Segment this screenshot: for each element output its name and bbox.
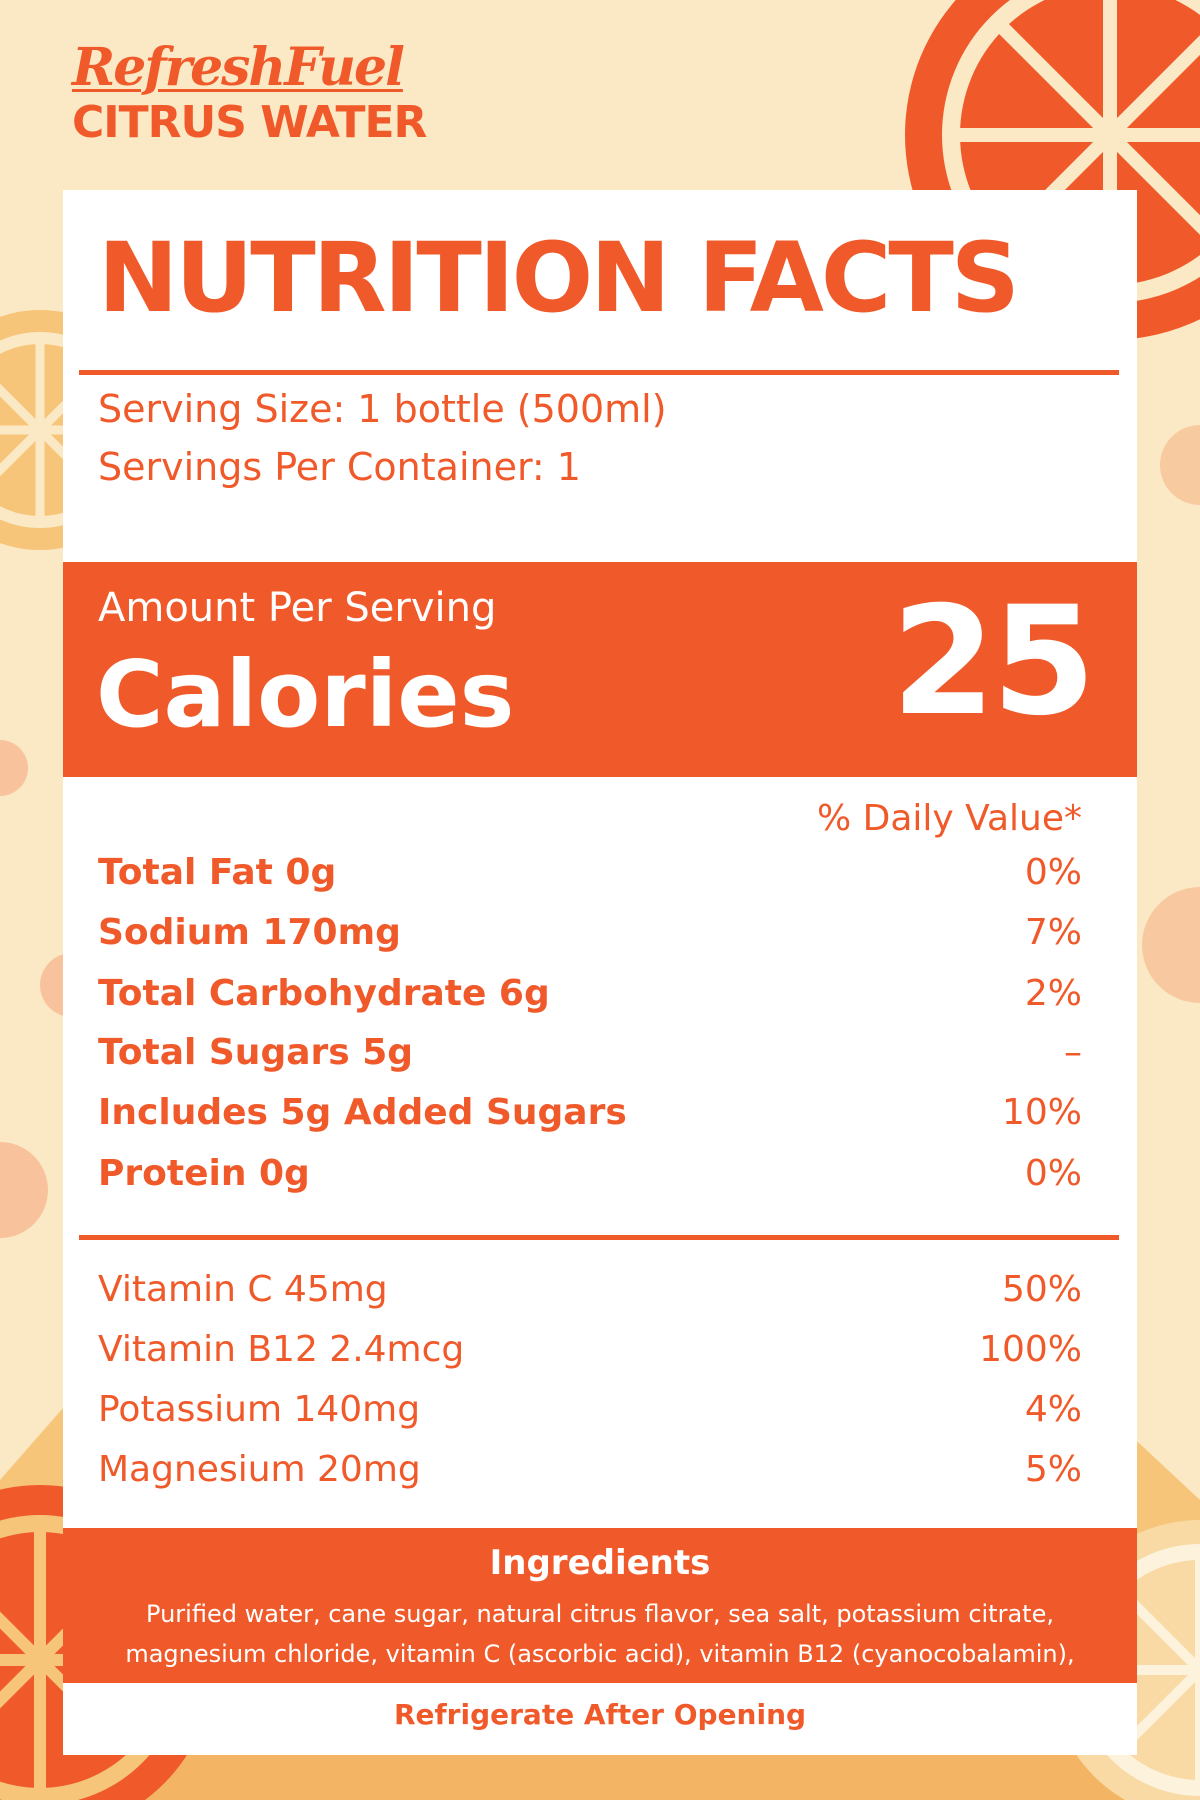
- nutrient-row: Total Fat 0g 0%: [98, 844, 1082, 900]
- nutrient-name: Total Carbohydrate 6g: [98, 972, 550, 1014]
- vitamin-dv: 5%: [1024, 1448, 1082, 1490]
- daily-value-header: % Daily Value*: [816, 798, 1082, 839]
- vitamin-row: Potassium 140mg 4%: [98, 1381, 1082, 1437]
- vitamin-dv: 4%: [1024, 1388, 1082, 1430]
- servings-per-container: Servings Per Container: 1: [98, 445, 581, 489]
- nutrient-name: Includes 5g Added Sugars: [98, 1091, 627, 1133]
- nutrient-dv: 2%: [1024, 972, 1082, 1014]
- nutrient-dv: 7%: [1024, 911, 1082, 953]
- divider: [79, 370, 1119, 375]
- nutrient-name: Total Fat 0g: [98, 851, 337, 893]
- ingredients-section: Ingredients Purified water, cane sugar, …: [63, 1528, 1137, 1708]
- vitamin-name: Vitamin C 45mg: [98, 1268, 388, 1310]
- vitamin-row: Vitamin C 45mg 50%: [98, 1261, 1082, 1317]
- nutrient-row: Sodium 170mg 7%: [98, 904, 1082, 960]
- nutrient-dv: 0%: [1024, 1152, 1082, 1194]
- vitamin-name: Vitamin B12 2.4mcg: [98, 1328, 465, 1370]
- vitamin-name: Potassium 140mg: [98, 1388, 421, 1430]
- nutrient-dv: 0%: [1024, 851, 1082, 893]
- nutrient-row: Includes 5g Added Sugars 10%: [98, 1084, 1082, 1140]
- vitamin-row: Magnesium 20mg 5%: [98, 1441, 1082, 1497]
- calories-band: Amount Per Serving Calories 25: [63, 562, 1137, 777]
- nutrient-name: Protein 0g: [98, 1152, 310, 1194]
- nutrition-facts-panel: NUTRITION FACTS Serving Size: 1 bottle (…: [63, 190, 1137, 1755]
- nutrient-dv: 10%: [1001, 1091, 1082, 1133]
- ingredients-text: Purified water, cane sugar, natural citr…: [125, 1600, 1075, 1708]
- vitamin-dv: 50%: [1001, 1268, 1082, 1310]
- panel-title: NUTRITION FACTS: [98, 222, 1020, 334]
- nutrient-row: Protein 0g 0%: [98, 1145, 1082, 1201]
- nutrient-dv: –: [1064, 1031, 1082, 1073]
- calories-value: 25: [891, 575, 1096, 749]
- nutrient-name: Total Sugars 5g: [98, 1031, 414, 1073]
- vitamin-dv: 100%: [979, 1328, 1082, 1370]
- storage-note: Refrigerate After Opening: [393, 1698, 807, 1731]
- product-name: CITRUS WATER: [72, 97, 427, 148]
- brand-name: RefreshFuel: [72, 37, 405, 98]
- ingredients-title: Ingredients: [489, 1543, 711, 1583]
- vitamin-name: Magnesium 20mg: [98, 1448, 421, 1490]
- nutrient-row: Total Sugars 5g –: [98, 1024, 1082, 1080]
- brand-logo: RefreshFuel CITRUS WATER: [72, 37, 427, 148]
- amount-per-serving: Amount Per Serving: [98, 585, 497, 631]
- nutrient-name: Sodium 170mg: [98, 911, 401, 953]
- nutrient-row: Total Carbohydrate 6g 2%: [98, 965, 1082, 1021]
- calories-label: Calories: [96, 641, 515, 748]
- serving-size: Serving Size: 1 bottle (500ml): [98, 387, 667, 431]
- vitamin-row: Vitamin B12 2.4mcg 100%: [98, 1321, 1082, 1377]
- divider: [79, 1235, 1119, 1240]
